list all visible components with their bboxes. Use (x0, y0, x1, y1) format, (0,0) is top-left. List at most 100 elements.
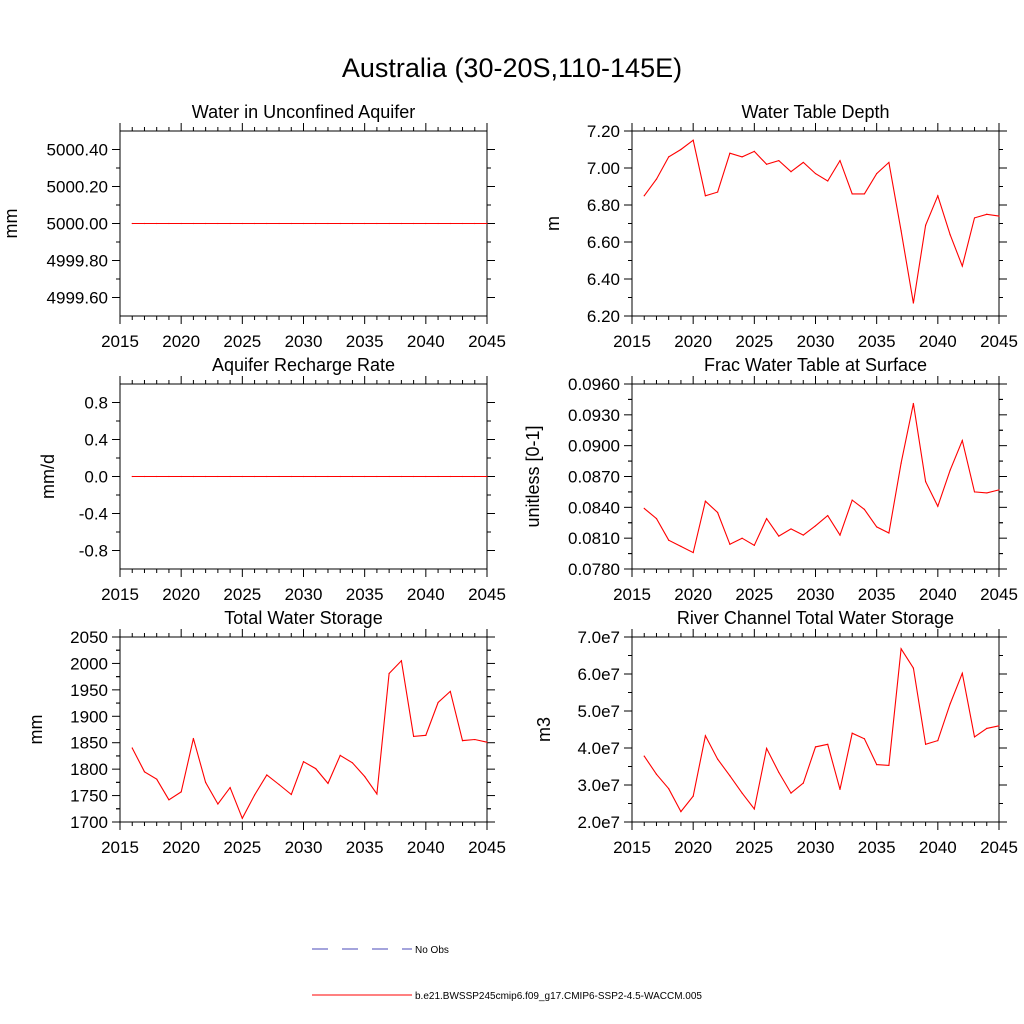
data-point (814, 525, 817, 527)
data-point (729, 152, 731, 154)
x-tick-label: 2015 (613, 585, 651, 604)
x-tick-label: 2040 (407, 332, 445, 351)
data-point (143, 222, 146, 225)
data-point (192, 222, 194, 225)
y-tick-label: 0.0 (84, 468, 108, 487)
data-point (205, 781, 207, 783)
data-point (290, 222, 292, 225)
data-point (925, 224, 927, 226)
data-point (973, 217, 976, 219)
data-point (131, 222, 133, 225)
data-point (961, 439, 963, 442)
data-point (302, 761, 305, 763)
y-axis-label: unitless [0-1] (523, 425, 543, 527)
y-tick-label: 6.20 (587, 307, 620, 326)
y-axis-label: m3 (534, 717, 554, 742)
data-point (461, 222, 464, 225)
data-point (912, 402, 914, 405)
x-tick-label: 2025 (223, 332, 261, 351)
panel-title: Aquifer Recharge Rate (212, 355, 395, 375)
data-point (765, 518, 768, 520)
data-point (802, 534, 804, 536)
data-point (839, 160, 841, 162)
y-tick-label: 7.0e7 (577, 628, 620, 647)
data-point (461, 475, 464, 478)
legend: No Obs b.e21.BWSSP245cmip6.f09_g17.CMIP6-… (312, 945, 702, 1002)
legend-label: b.e21.BWSSP245cmip6.f09_g17.CMIP6-SSP2-4… (415, 991, 702, 1002)
data-point (986, 213, 988, 215)
panel-title: Water in Unconfined Aquifer (192, 102, 415, 122)
data-point (741, 156, 743, 158)
data-point (278, 783, 280, 786)
x-tick-label: 2030 (797, 585, 835, 604)
data-point (400, 475, 402, 478)
data-point (765, 163, 768, 165)
data-point (912, 302, 914, 304)
y-tick-label: 5.0e7 (577, 702, 620, 721)
data-point (278, 222, 280, 225)
x-tick-label: 2015 (613, 838, 651, 857)
data-point (912, 667, 914, 669)
y-tick-label: 4999.60 (47, 289, 108, 308)
data-point (449, 222, 451, 225)
y-tick-label: 6.0e7 (577, 665, 620, 684)
data-point (863, 508, 866, 510)
data-point (315, 222, 317, 225)
x-tick-label: 2040 (919, 585, 957, 604)
x-tick-label: 2035 (346, 585, 384, 604)
data-point (937, 505, 939, 507)
x-tick-label: 2035 (346, 838, 384, 857)
x-tick-label: 2020 (162, 332, 200, 351)
y-tick-label: 0.0810 (568, 529, 620, 548)
data-point (692, 551, 694, 554)
x-tick-label: 2045 (468, 585, 506, 604)
x-tick-label: 2045 (980, 585, 1018, 604)
data-point (998, 215, 1000, 217)
panel-3: 2015 2020 2025 2030 2035 2040 2045 -0.8 -0.4 0.0 0… (38, 355, 506, 604)
data-point (668, 539, 670, 541)
data-point (655, 773, 658, 775)
x-tick-label: 2030 (285, 838, 323, 857)
data-point (413, 222, 415, 225)
x-tick-label: 2035 (346, 332, 384, 351)
panel-title: River Channel Total Water Storage (677, 608, 954, 628)
data-point (156, 222, 158, 225)
data-point (863, 193, 866, 195)
data-point (949, 703, 951, 705)
x-tick-label: 2030 (797, 332, 835, 351)
x-tick-label: 2020 (162, 838, 200, 857)
data-point (474, 222, 476, 225)
data-point (961, 672, 963, 674)
x-tick-label: 2040 (919, 838, 957, 857)
data-point (937, 195, 939, 197)
data-point (180, 791, 182, 793)
data-point (949, 469, 951, 471)
data-point (778, 160, 780, 162)
data-point (704, 195, 707, 197)
data-point (364, 475, 366, 478)
x-tick-label: 2030 (285, 585, 323, 604)
data-point (131, 747, 133, 749)
figure-title: Australia (30-20S,110-145E) (341, 53, 683, 83)
data-point (729, 775, 731, 777)
data-point (827, 514, 829, 517)
data-point (425, 734, 427, 736)
plot-frame (119, 636, 488, 823)
data-point (765, 747, 768, 749)
y-tick-label: 1800 (70, 760, 108, 779)
data-point (413, 475, 415, 478)
data-point (937, 740, 939, 742)
data-point (400, 222, 402, 225)
data-point (900, 648, 902, 650)
x-tick-label: 2015 (101, 585, 139, 604)
data-point (753, 808, 755, 810)
plot-frame (631, 130, 1000, 317)
data-point (253, 222, 256, 225)
data-point (290, 793, 292, 796)
data-point (351, 762, 354, 764)
y-tick-label: 1750 (70, 787, 108, 806)
data-point (168, 475, 170, 478)
data-point (180, 475, 182, 478)
data-point (315, 475, 317, 478)
data-point (802, 782, 804, 784)
